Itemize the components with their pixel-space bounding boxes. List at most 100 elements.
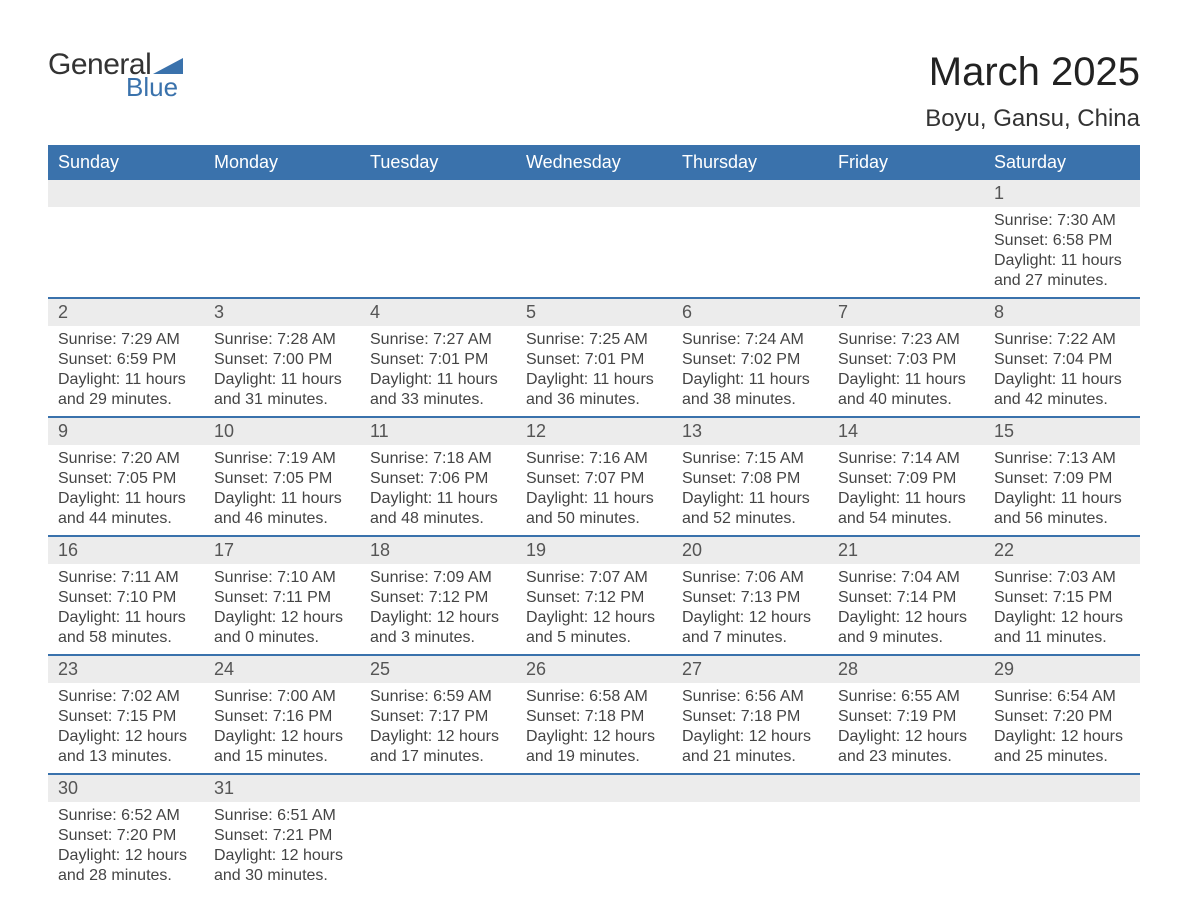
sunset-text: Sunset: 7:20 PM xyxy=(994,707,1130,727)
day-number-cell: 21 xyxy=(828,536,984,564)
sunset-text: Sunset: 7:05 PM xyxy=(214,469,350,489)
day-number-cell xyxy=(516,180,672,207)
day-detail-cell: Sunrise: 7:15 AMSunset: 7:08 PMDaylight:… xyxy=(672,445,828,536)
day-detail-cell: Sunrise: 7:02 AMSunset: 7:15 PMDaylight:… xyxy=(48,683,204,774)
sunset-text: Sunset: 7:01 PM xyxy=(526,350,662,370)
sunset-text: Sunset: 7:08 PM xyxy=(682,469,818,489)
daylight-text: and 17 minutes. xyxy=(370,747,506,767)
daylight-text: and 30 minutes. xyxy=(214,866,350,886)
day-number-cell: 22 xyxy=(984,536,1140,564)
daylight-text: and 29 minutes. xyxy=(58,390,194,410)
day-number-cell: 16 xyxy=(48,536,204,564)
daylight-text: and 33 minutes. xyxy=(370,390,506,410)
day-number-row: 16171819202122 xyxy=(48,536,1140,564)
day-detail-cell: Sunrise: 7:11 AMSunset: 7:10 PMDaylight:… xyxy=(48,564,204,655)
sunrise-text: Sunrise: 7:24 AM xyxy=(682,330,818,350)
day-detail-cell: Sunrise: 7:23 AMSunset: 7:03 PMDaylight:… xyxy=(828,326,984,417)
sunrise-text: Sunrise: 7:29 AM xyxy=(58,330,194,350)
day-detail-cell: Sunrise: 7:06 AMSunset: 7:13 PMDaylight:… xyxy=(672,564,828,655)
day-detail-cell: Sunrise: 7:00 AMSunset: 7:16 PMDaylight:… xyxy=(204,683,360,774)
day-detail-cell xyxy=(48,207,204,298)
day-number-cell: 4 xyxy=(360,298,516,326)
daylight-text: Daylight: 12 hours xyxy=(526,608,662,628)
weekday-header: Saturday xyxy=(984,145,1140,180)
daylight-text: Daylight: 11 hours xyxy=(994,251,1130,271)
daylight-text: Daylight: 12 hours xyxy=(994,608,1130,628)
sunrise-text: Sunrise: 7:09 AM xyxy=(370,568,506,588)
day-number-cell xyxy=(672,180,828,207)
daylight-text: Daylight: 12 hours xyxy=(214,846,350,866)
day-detail-cell xyxy=(516,207,672,298)
day-number-cell: 25 xyxy=(360,655,516,683)
daylight-text: and 3 minutes. xyxy=(370,628,506,648)
daylight-text: Daylight: 12 hours xyxy=(58,846,194,866)
daylight-text: and 7 minutes. xyxy=(682,628,818,648)
day-number-cell: 1 xyxy=(984,180,1140,207)
day-detail-row: Sunrise: 7:20 AMSunset: 7:05 PMDaylight:… xyxy=(48,445,1140,536)
daylight-text: and 15 minutes. xyxy=(214,747,350,767)
day-number-cell: 14 xyxy=(828,417,984,445)
day-number-cell: 27 xyxy=(672,655,828,683)
day-number-cell: 20 xyxy=(672,536,828,564)
daylight-text: Daylight: 11 hours xyxy=(526,370,662,390)
sunset-text: Sunset: 7:15 PM xyxy=(58,707,194,727)
daylight-text: and 5 minutes. xyxy=(526,628,662,648)
sunrise-text: Sunrise: 6:56 AM xyxy=(682,687,818,707)
day-detail-cell: Sunrise: 7:07 AMSunset: 7:12 PMDaylight:… xyxy=(516,564,672,655)
day-detail-cell: Sunrise: 6:52 AMSunset: 7:20 PMDaylight:… xyxy=(48,802,204,892)
calendar-table: Sunday Monday Tuesday Wednesday Thursday… xyxy=(48,145,1140,892)
sunrise-text: Sunrise: 7:14 AM xyxy=(838,449,974,469)
daylight-text: and 44 minutes. xyxy=(58,509,194,529)
day-number-row: 23242526272829 xyxy=(48,655,1140,683)
weekday-header: Monday xyxy=(204,145,360,180)
day-detail-cell: Sunrise: 6:55 AMSunset: 7:19 PMDaylight:… xyxy=(828,683,984,774)
sunset-text: Sunset: 7:12 PM xyxy=(370,588,506,608)
day-number-cell: 15 xyxy=(984,417,1140,445)
day-number-cell: 12 xyxy=(516,417,672,445)
day-detail-cell: Sunrise: 7:19 AMSunset: 7:05 PMDaylight:… xyxy=(204,445,360,536)
day-number-cell: 8 xyxy=(984,298,1140,326)
sunrise-text: Sunrise: 6:58 AM xyxy=(526,687,662,707)
daylight-text: and 40 minutes. xyxy=(838,390,974,410)
daylight-text: Daylight: 11 hours xyxy=(58,489,194,509)
day-detail-cell xyxy=(828,207,984,298)
day-detail-cell: Sunrise: 7:09 AMSunset: 7:12 PMDaylight:… xyxy=(360,564,516,655)
day-detail-row: Sunrise: 7:29 AMSunset: 6:59 PM Daylight:… xyxy=(48,326,1140,417)
daylight-text: and 28 minutes. xyxy=(58,866,194,886)
sunset-text: Sunset: 7:11 PM xyxy=(214,588,350,608)
day-detail-cell xyxy=(360,207,516,298)
month-title: March 2025 xyxy=(925,50,1140,95)
day-number-cell: 18 xyxy=(360,536,516,564)
day-number-cell: 23 xyxy=(48,655,204,683)
daylight-text: and 46 minutes. xyxy=(214,509,350,529)
title-block: March 2025 Boyu, Gansu, China xyxy=(925,50,1140,133)
daylight-text: Daylight: 11 hours xyxy=(994,370,1130,390)
day-detail-cell xyxy=(672,802,828,892)
day-number-cell: 28 xyxy=(828,655,984,683)
day-number-cell: 9 xyxy=(48,417,204,445)
sunset-text: Sunset: 6:59 PM xyxy=(58,350,194,370)
sunrise-text: Sunrise: 7:19 AM xyxy=(214,449,350,469)
day-detail-cell: Sunrise: 7:18 AMSunset: 7:06 PMDaylight:… xyxy=(360,445,516,536)
day-number-row: 2345678 xyxy=(48,298,1140,326)
day-detail-cell: Sunrise: 6:59 AMSunset: 7:17 PMDaylight:… xyxy=(360,683,516,774)
sunset-text: Sunset: 7:01 PM xyxy=(370,350,506,370)
sunrise-text: Sunrise: 7:10 AM xyxy=(214,568,350,588)
day-detail-cell: Sunrise: 7:30 AMSunset: 6:58 PMDaylight:… xyxy=(984,207,1140,298)
day-number-cell xyxy=(204,180,360,207)
sunrise-text: Sunrise: 7:03 AM xyxy=(994,568,1130,588)
daylight-text: and 38 minutes. xyxy=(682,390,818,410)
daylight-text: Daylight: 12 hours xyxy=(370,727,506,747)
sunset-text: Sunset: 7:09 PM xyxy=(994,469,1130,489)
day-detail-cell: Sunrise: 7:24 AMSunset: 7:02 PMDaylight:… xyxy=(672,326,828,417)
daylight-text: and 9 minutes. xyxy=(838,628,974,648)
day-detail-cell: Sunrise: 7:22 AMSunset: 7:04 PMDaylight:… xyxy=(984,326,1140,417)
daylight-text: Daylight: 11 hours xyxy=(58,608,194,628)
daylight-text: and 27 minutes. xyxy=(994,271,1130,291)
day-number-cell xyxy=(828,180,984,207)
daylight-text: Daylight: 12 hours xyxy=(370,608,506,628)
day-number-cell: 24 xyxy=(204,655,360,683)
daylight-text: and 52 minutes. xyxy=(682,509,818,529)
daylight-text: and 36 minutes. xyxy=(526,390,662,410)
daylight-text: Daylight: 12 hours xyxy=(994,727,1130,747)
